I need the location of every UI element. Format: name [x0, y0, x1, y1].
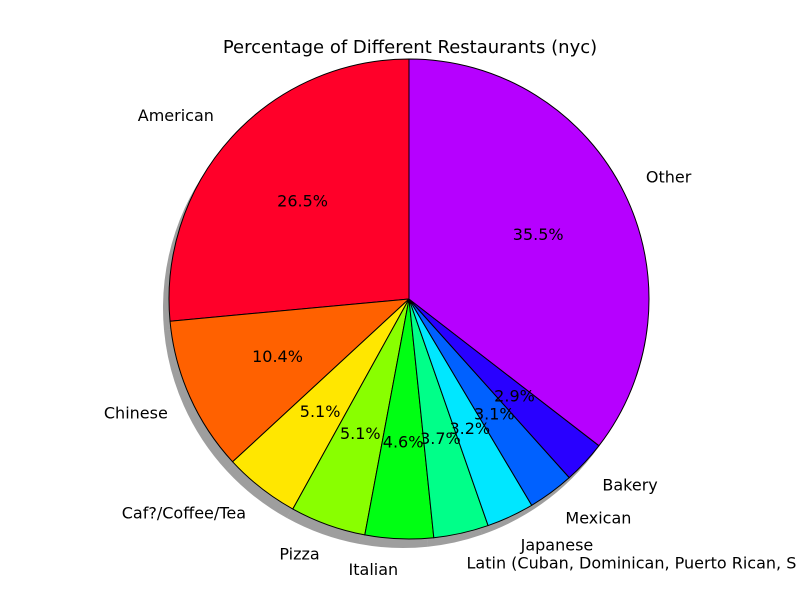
slice-label-pizza: Pizza — [279, 544, 319, 563]
slice-percent-american: 26.5% — [277, 192, 328, 211]
slice-label-chinese: Chinese — [104, 403, 168, 422]
slice-label-other: Other — [646, 168, 692, 187]
slice-percent-mexican: 3.1% — [474, 405, 515, 424]
chart-title: Percentage of Different Restaurants (nyc… — [223, 37, 597, 58]
slice-label-italian: Italian — [349, 560, 399, 579]
slice-percent-chinese: 10.4% — [252, 347, 303, 366]
slice-percent-latin-cuban-dominican-puerto-rican-s: 3.7% — [420, 429, 461, 448]
slice-percent-caf-coffee-tea: 5.1% — [300, 402, 341, 421]
slice-percent-italian: 4.6% — [383, 432, 424, 451]
slice-label-bakery: Bakery — [602, 476, 657, 495]
slice-percent-bakery: 2.9% — [494, 387, 535, 406]
slice-label-caf-coffee-tea: Caf?/Coffee/Tea — [122, 504, 246, 523]
slice-label-latin-cuban-dominican-puerto-rican-s: Latin (Cuban, Dominican, Puerto Rican, S — [467, 554, 797, 573]
slice-label-japanese: Japanese — [520, 535, 594, 554]
slice-other — [408, 58, 650, 447]
pie-slices — [168, 58, 650, 540]
slice-american — [168, 58, 410, 322]
slice-percent-pizza: 5.1% — [340, 424, 381, 443]
pie-labels: American 26.5% Chinese 10.4% Caf?/Coffee/Tea… — [104, 106, 796, 579]
slice-percent-other: 35.5% — [513, 225, 564, 244]
slice-label-american: American — [138, 106, 214, 125]
slice-percent-japanese: 3.2% — [449, 419, 490, 438]
slice-chinese — [169, 298, 410, 463]
slice-label-mexican: Mexican — [565, 509, 631, 528]
